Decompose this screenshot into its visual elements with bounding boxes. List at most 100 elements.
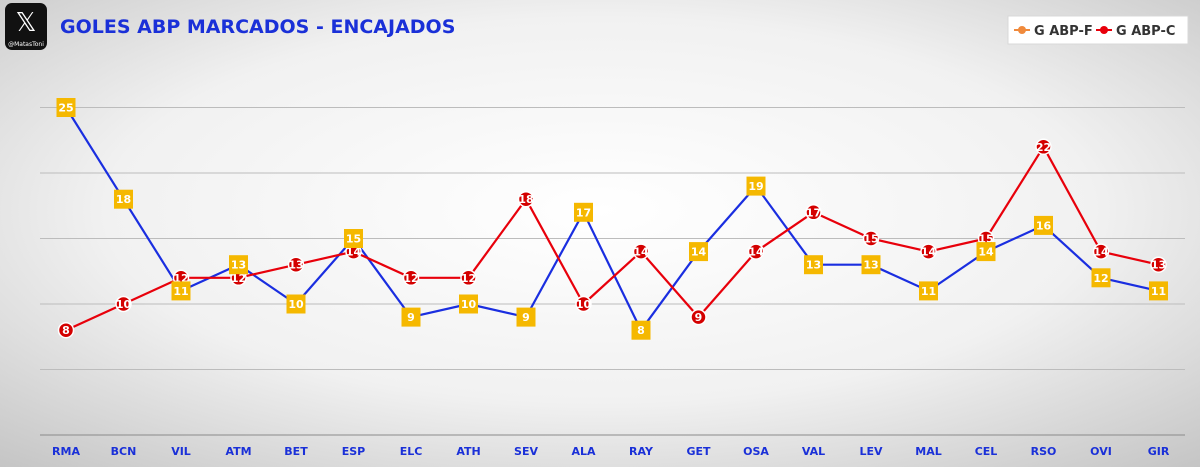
data-point-f-val: 13 [804, 255, 823, 275]
data-label-f: 13 [231, 259, 246, 272]
data-marker-f [516, 307, 536, 327]
x-logo-glyph: 𝕏 [16, 8, 37, 38]
data-point-f-bcn: 18 [114, 189, 133, 209]
x-tick-label-cel: CEL [975, 445, 998, 458]
data-label-f: 17 [576, 206, 591, 219]
data-label-c: 14 [748, 246, 764, 259]
data-point-c-rma: 8 [57, 321, 75, 339]
data-point-c-get: 9 [690, 308, 707, 326]
data-label-c: 8 [62, 324, 70, 337]
data-point-c-ray: 14 [632, 243, 650, 260]
data-label-c: 15 [863, 233, 878, 246]
data-point-c-bcn: 10 [115, 295, 132, 313]
data-label-f: 11 [1151, 285, 1166, 298]
data-point-f-atm: 13 [229, 255, 248, 275]
data-marker-f [574, 202, 593, 222]
data-marker-f [56, 98, 76, 117]
data-point-c-bet: 13 [287, 256, 305, 273]
data-label-c: 12 [461, 272, 476, 285]
data-label-c: 12 [403, 272, 418, 285]
data-marker-f [1091, 268, 1111, 288]
data-point-c-ath: 12 [460, 269, 477, 287]
legend-box [1007, 15, 1189, 45]
data-point-f-cel: 14 [976, 242, 996, 262]
x-tick-label-get: GET [686, 445, 711, 458]
x-tick-label-bcn: BCN [111, 445, 137, 458]
data-label-c: 13 [1151, 259, 1166, 272]
watermark: 𝕏 @MatasToni [5, 3, 47, 50]
data-label-f: 18 [116, 193, 131, 206]
x-tick-label-vil: VIL [171, 445, 191, 458]
data-label-c: 14 [633, 246, 649, 259]
data-marker-c [517, 190, 535, 208]
data-marker-f [286, 294, 306, 314]
data-marker-f [804, 255, 823, 275]
data-marker-f [459, 294, 478, 314]
data-marker-c [460, 269, 477, 287]
data-point-f-elc: 9 [401, 307, 421, 327]
data-marker-c [862, 230, 880, 247]
legend-marker-c [1100, 26, 1108, 34]
chart-title: GOLES ABP MARCADOS - ENCAJADOS [60, 16, 455, 38]
data-point-c-ovi: 14 [1092, 243, 1110, 260]
x-tick-label-bet: BET [284, 445, 308, 458]
data-marker-f [1034, 215, 1053, 235]
gridlines [40, 107, 1185, 370]
data-marker-f [401, 307, 421, 327]
data-label-f: 11 [921, 285, 936, 298]
data-label-f: 13 [863, 259, 878, 272]
x-tick-label-val: VAL [802, 445, 825, 458]
data-point-f-esp: 15 [344, 229, 363, 248]
data-label-c: 22 [1036, 141, 1051, 154]
data-point-c-mal: 14 [920, 243, 937, 260]
data-label-c: 17 [806, 206, 821, 219]
x-tick-label-atm: ATM [225, 445, 251, 458]
data-point-f-osa: 19 [746, 176, 766, 196]
x-tick-label-lev: LEV [859, 445, 883, 458]
data-point-c-val: 17 [805, 204, 822, 221]
legend-marker-f [1018, 26, 1026, 34]
data-marker-f [689, 242, 708, 262]
data-label-f: 16 [1036, 219, 1052, 232]
data-label-f: 14 [691, 246, 707, 259]
data-marker-f [114, 189, 133, 209]
data-point-f-vil: 11 [171, 281, 191, 301]
data-point-f-sev: 9 [516, 307, 536, 327]
x-tick-labels: RMA BCN VIL ATM BET ESP ELC ATH SEV ALA RAY GET OSA V… [52, 445, 1170, 458]
data-marker-f [919, 281, 938, 301]
data-point-f-ath: 10 [459, 294, 478, 314]
data-label-c: 14 [346, 246, 362, 259]
data-label-f: 15 [346, 233, 361, 246]
data-label-f: 11 [173, 285, 188, 298]
data-label-f: 19 [748, 180, 763, 193]
data-marker-c [115, 295, 132, 313]
data-label-c: 18 [518, 193, 533, 206]
x-tick-label-rma: RMA [52, 445, 80, 458]
data-point-f-rma: 25 [56, 98, 76, 117]
legend-item-c: G ABP-C [1096, 24, 1175, 39]
data-marker-c [1035, 138, 1052, 156]
data-marker-c [57, 321, 75, 339]
data-point-f-lev: 13 [861, 255, 881, 275]
data-label-f: 14 [978, 246, 994, 259]
data-marker-f [631, 320, 651, 340]
x-tick-label-mal: MAL [915, 445, 941, 458]
data-point-c-lev: 15 [862, 230, 880, 247]
series-line-c [65, 145, 1159, 332]
data-point-f-ray: 8 [631, 320, 651, 340]
data-label-f: 10 [461, 298, 477, 311]
data-label-c: 12 [231, 272, 246, 285]
x-tick-label-ala: ALA [571, 445, 596, 458]
data-label-f: 25 [58, 102, 73, 115]
data-label-f: 8 [637, 324, 645, 337]
legend-label-c: G ABP-C [1116, 24, 1175, 39]
data-marker-f [344, 229, 363, 248]
data-label-c: 14 [1093, 246, 1109, 259]
x-tick-label-ray: RAY [629, 445, 654, 458]
data-point-c-rso: 22 [1035, 138, 1052, 156]
data-point-f-get: 14 [689, 242, 708, 262]
